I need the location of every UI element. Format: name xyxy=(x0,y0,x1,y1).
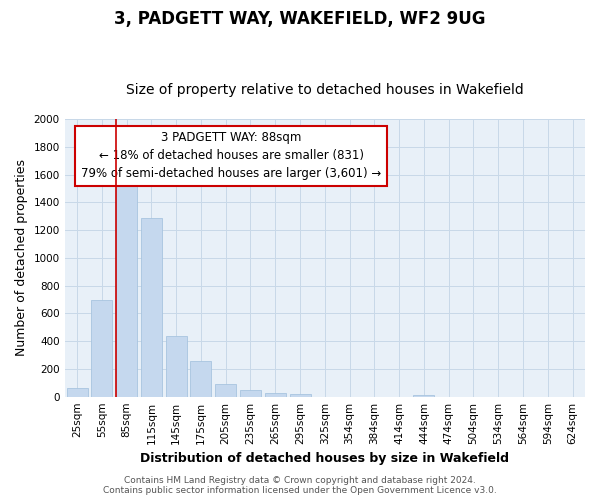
Bar xyxy=(91,300,112,396)
Text: Contains HM Land Registry data © Crown copyright and database right 2024.
Contai: Contains HM Land Registry data © Crown c… xyxy=(103,476,497,495)
Bar xyxy=(413,394,434,396)
Text: 3, PADGETT WAY, WAKEFIELD, WF2 9UG: 3, PADGETT WAY, WAKEFIELD, WF2 9UG xyxy=(114,10,486,28)
Bar xyxy=(215,384,236,396)
Bar xyxy=(190,362,211,396)
Bar xyxy=(166,336,187,396)
Bar xyxy=(265,392,286,396)
Text: 3 PADGETT WAY: 88sqm
← 18% of detached houses are smaller (831)
79% of semi-deta: 3 PADGETT WAY: 88sqm ← 18% of detached h… xyxy=(81,132,381,180)
Y-axis label: Number of detached properties: Number of detached properties xyxy=(15,160,28,356)
X-axis label: Distribution of detached houses by size in Wakefield: Distribution of detached houses by size … xyxy=(140,452,509,465)
Bar xyxy=(116,169,137,396)
Title: Size of property relative to detached houses in Wakefield: Size of property relative to detached ho… xyxy=(126,83,524,97)
Bar xyxy=(290,394,311,396)
Bar xyxy=(240,390,261,396)
Bar xyxy=(141,218,162,396)
Bar xyxy=(67,388,88,396)
